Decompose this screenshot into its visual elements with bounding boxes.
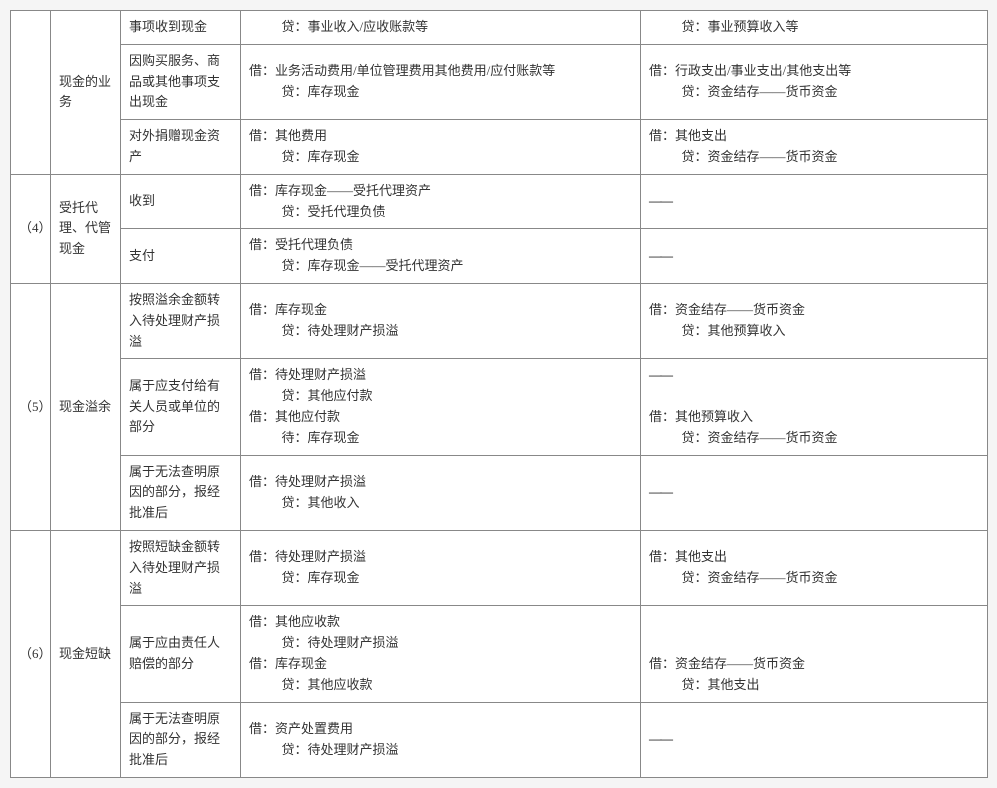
debit-credit-left: 贷：事业收入/应收账款等	[241, 11, 641, 45]
index-cell	[11, 11, 51, 175]
subitem-cell: 因购买服务、商品或其他事项支出现金	[121, 44, 241, 119]
debit-credit-left: 借：待处理财产损溢 贷：其他收入	[241, 455, 641, 530]
table-row: （4）受托代理、代管现金收到借：库存现金——受托代理资产 贷：受托代理负债——	[11, 174, 988, 229]
table-row: 属于无法查明原因的部分，报经批准后借：待处理财产损溢 贷：其他收入——	[11, 455, 988, 530]
subitem-cell: 收到	[121, 174, 241, 229]
subitem-cell: 按照溢余金额转入待处理财产损溢	[121, 283, 241, 358]
subitem-cell: 支付	[121, 229, 241, 284]
category-cell: 现金的业务	[51, 11, 121, 175]
category-cell: 现金溢余	[51, 283, 121, 530]
debit-credit-left: 借：待处理财产损溢 贷：库存现金	[241, 530, 641, 605]
category-cell: 受托代理、代管现金	[51, 174, 121, 283]
debit-credit-left: 借：其他费用 贷：库存现金	[241, 120, 641, 175]
debit-credit-left: 借：其他应收款 贷：待处理财产损溢 借：库存现金 贷：其他应收款	[241, 606, 641, 702]
table-row: 对外捐赠现金资产借：其他费用 贷：库存现金借：其他支出 贷：资金结存——货币资金	[11, 120, 988, 175]
debit-credit-right: ——	[641, 702, 988, 777]
table-row: 属于应支付给有关人员或单位的部分借：待处理财产损溢 贷：其他应付款 借：其他应付…	[11, 359, 988, 455]
debit-credit-right: 借：资金结存——货币资金 贷：其他预算收入	[641, 283, 988, 358]
index-cell: （6）	[11, 530, 51, 777]
table-row: 属于无法查明原因的部分，报经批准后借：资产处置费用 贷：待处理财产损溢——	[11, 702, 988, 777]
debit-credit-left: 借：受托代理负债 贷：库存现金——受托代理资产	[241, 229, 641, 284]
category-cell: 现金短缺	[51, 530, 121, 777]
table-row: 支付借：受托代理负债 贷：库存现金——受托代理资产——	[11, 229, 988, 284]
debit-credit-right: ——	[641, 174, 988, 229]
index-cell: （5）	[11, 283, 51, 530]
subitem-cell: 属于无法查明原因的部分，报经批准后	[121, 702, 241, 777]
table-row: （6）现金短缺按照短缺金额转入待处理财产损溢借：待处理财产损溢 贷：库存现金借：…	[11, 530, 988, 605]
debit-credit-right: —— 借：其他预算收入 贷：资金结存——货币资金	[641, 359, 988, 455]
table-row: 现金的业务事项收到现金 贷：事业收入/应收账款等 贷：事业预算收入等	[11, 11, 988, 45]
subitem-cell: 对外捐赠现金资产	[121, 120, 241, 175]
subitem-cell: 属于无法查明原因的部分，报经批准后	[121, 455, 241, 530]
debit-credit-right: 借：资金结存——货币资金 贷：其他支出	[641, 606, 988, 702]
subitem-cell: 事项收到现金	[121, 11, 241, 45]
subitem-cell: 按照短缺金额转入待处理财产损溢	[121, 530, 241, 605]
debit-credit-left: 借：待处理财产损溢 贷：其他应付款 借：其他应付款 待：库存现金	[241, 359, 641, 455]
debit-credit-left: 借：资产处置费用 贷：待处理财产损溢	[241, 702, 641, 777]
debit-credit-right: 借：其他支出 贷：资金结存——货币资金	[641, 530, 988, 605]
subitem-cell: 属于应由责任人赔偿的部分	[121, 606, 241, 702]
table-row: 属于应由责任人赔偿的部分借：其他应收款 贷：待处理财产损溢 借：库存现金 贷：其…	[11, 606, 988, 702]
index-cell: （4）	[11, 174, 51, 283]
debit-credit-right: ——	[641, 229, 988, 284]
debit-credit-left: 借：库存现金 贷：待处理财产损溢	[241, 283, 641, 358]
table-row: 因购买服务、商品或其他事项支出现金借：业务活动费用/单位管理费用其他费用/应付账…	[11, 44, 988, 119]
debit-credit-left: 借：库存现金——受托代理资产 贷：受托代理负债	[241, 174, 641, 229]
accounting-table: 现金的业务事项收到现金 贷：事业收入/应收账款等 贷：事业预算收入等因购买服务、…	[10, 10, 988, 778]
debit-credit-right: ——	[641, 455, 988, 530]
debit-credit-left: 借：业务活动费用/单位管理费用其他费用/应付账款等 贷：库存现金	[241, 44, 641, 119]
debit-credit-right: 借：其他支出 贷：资金结存——货币资金	[641, 120, 988, 175]
debit-credit-right: 贷：事业预算收入等	[641, 11, 988, 45]
table-row: （5）现金溢余按照溢余金额转入待处理财产损溢借：库存现金 贷：待处理财产损溢借：…	[11, 283, 988, 358]
subitem-cell: 属于应支付给有关人员或单位的部分	[121, 359, 241, 455]
debit-credit-right: 借：行政支出/事业支出/其他支出等 贷：资金结存——货币资金	[641, 44, 988, 119]
